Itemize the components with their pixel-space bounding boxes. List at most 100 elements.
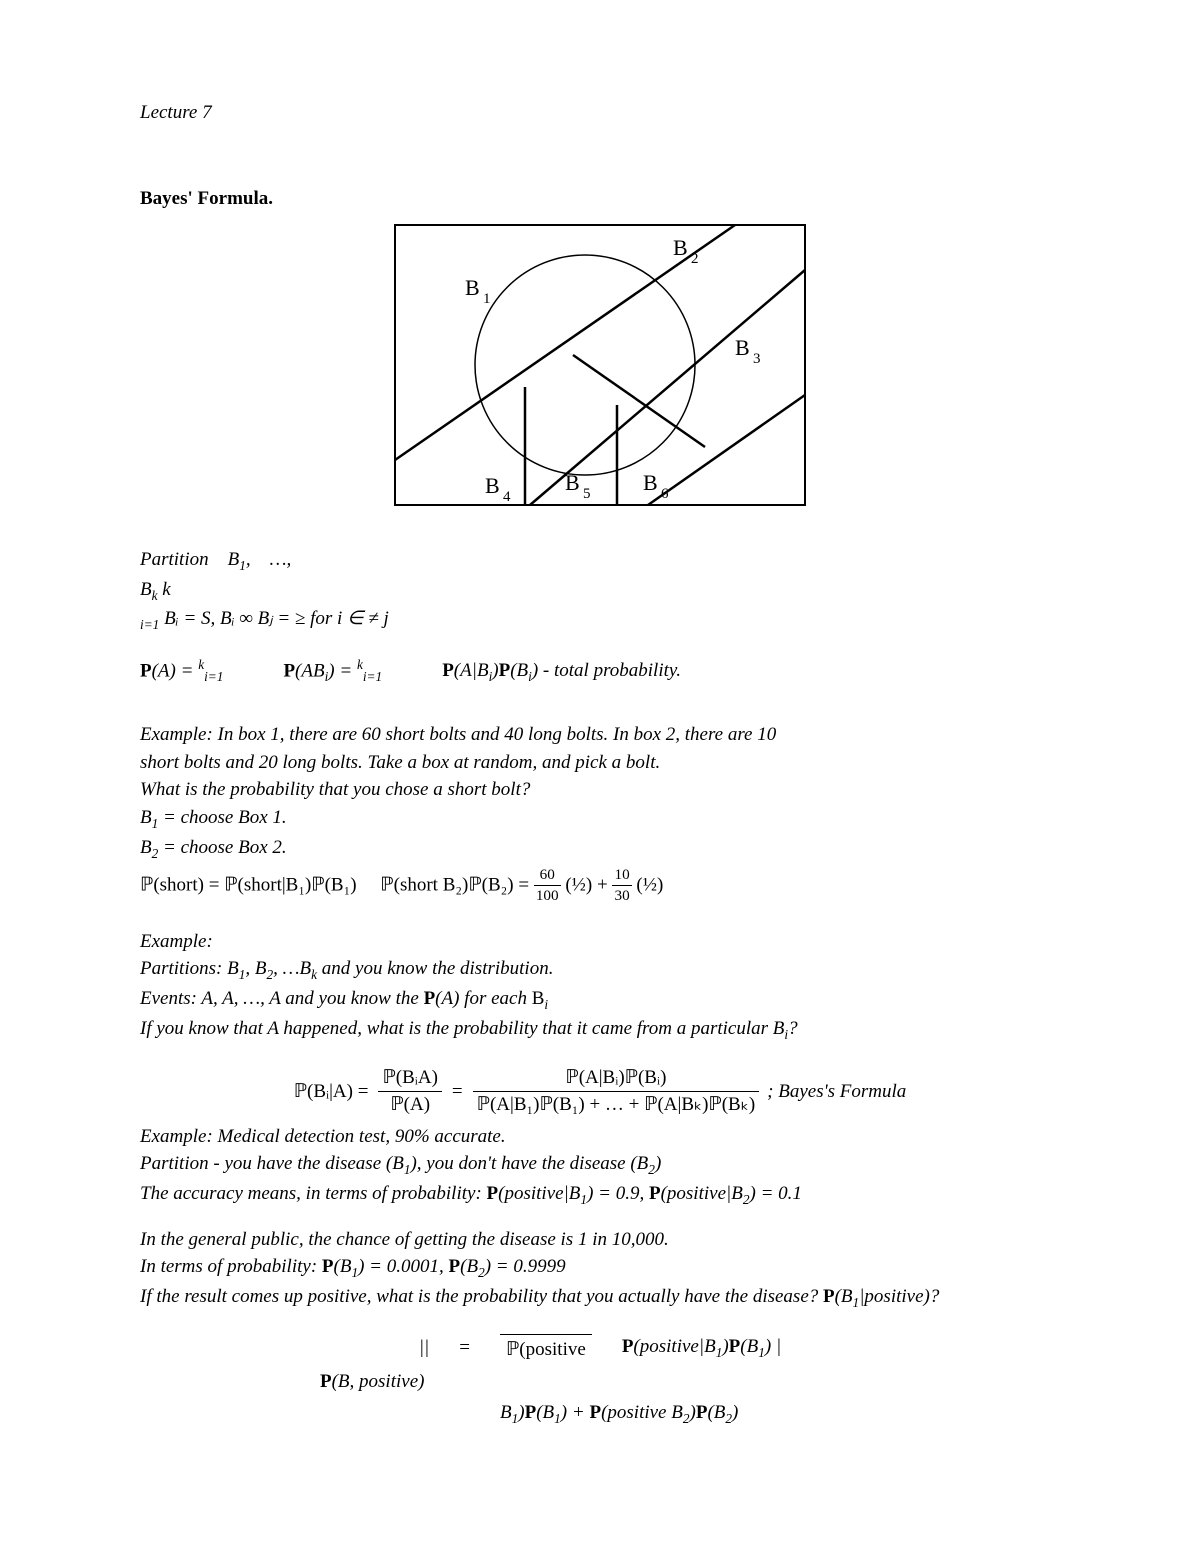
- text: (½): [565, 874, 592, 895]
- partition-diagram: B1B2B3B4B5B6: [140, 215, 1060, 523]
- text: What is the probability that you chose a…: [140, 777, 1060, 803]
- fraction: 60100: [534, 865, 561, 907]
- text: (B, positive): [332, 1371, 425, 1392]
- text: and you know the distribution.: [317, 958, 553, 979]
- p-symbol: P: [320, 1371, 332, 1392]
- text: (B: [536, 1402, 554, 1423]
- text: , B: [245, 958, 266, 979]
- denominator: ℙ(A): [378, 1092, 441, 1118]
- numerator: 60: [534, 865, 561, 887]
- partition-definition: Partition B1, …, Bk k i=1 Bᵢ = S, Bᵢ ∞ B…: [140, 547, 1060, 634]
- formula-tag: ; Bayes's Formula: [767, 1081, 906, 1102]
- text: (B: [510, 660, 528, 681]
- svg-text:B: B: [485, 473, 500, 498]
- text: (½): [636, 874, 663, 895]
- text: =: [452, 1079, 463, 1105]
- svg-text:B: B: [643, 470, 658, 495]
- p-symbol: P: [140, 660, 152, 681]
- svg-text:B: B: [735, 335, 750, 360]
- p-symbol: P: [622, 1336, 634, 1357]
- text: ||: [419, 1335, 429, 1361]
- short-prob-equation: ℙ(short) = ℙ(short|B₁)ℙ(B₁) ℙ(short B₂)ℙ…: [140, 865, 1060, 907]
- p-symbol: P: [322, 1256, 334, 1277]
- sub: i=1: [363, 669, 382, 684]
- denominator-bar: ℙ(positive: [500, 1334, 592, 1363]
- text: +: [597, 874, 612, 895]
- text: ) +: [561, 1402, 590, 1423]
- text: (B: [835, 1286, 853, 1307]
- text: |positive)?: [859, 1286, 939, 1307]
- p-symbol: P: [424, 988, 436, 1009]
- numerator: ℙ(A|Bᵢ)ℙ(Bᵢ): [473, 1065, 760, 1092]
- sub: i=1: [204, 669, 223, 684]
- term: P(A|Bi)P(Bi) - total probability.: [442, 658, 681, 686]
- text: Partitions: B: [140, 958, 239, 979]
- term: P(A) = ki=1: [140, 656, 223, 686]
- section-title: Bayes' Formula.: [140, 186, 1060, 212]
- text: (A|B: [454, 660, 489, 681]
- svg-text:B: B: [465, 275, 480, 300]
- text: (AB: [295, 660, 325, 681]
- text: , …B: [273, 958, 311, 979]
- svg-text:2: 2: [691, 251, 699, 267]
- p-symbol: P: [487, 1183, 499, 1204]
- text: If you know that A happened, what is the…: [140, 1018, 784, 1039]
- text: Partition B: [140, 549, 239, 570]
- text: (B: [460, 1256, 478, 1277]
- text: B: [532, 988, 545, 1009]
- text: ) = 0.1: [750, 1183, 802, 1204]
- term: P(ABi) = ki=1: [283, 656, 382, 686]
- p-symbol: P: [649, 1183, 661, 1204]
- example-medical: Example: Medical detection test, 90% acc…: [140, 1124, 1060, 1312]
- text: (A) =: [152, 660, 199, 681]
- lecture-label: Lecture 7: [140, 100, 1060, 126]
- denominator: ℙ(A|B₁)ℙ(B₁) + … + ℙ(A|Bₖ)ℙ(Bₖ): [473, 1092, 760, 1118]
- denominator: 100: [534, 886, 561, 907]
- p-symbol: P: [283, 660, 295, 681]
- text: In the general public, the chance of get…: [140, 1227, 1060, 1253]
- text: =: [459, 1335, 470, 1361]
- sub: i=1: [140, 617, 159, 632]
- text: = choose Box 2.: [158, 837, 286, 858]
- text: (B: [707, 1402, 725, 1423]
- text: If the result comes up positive, what is…: [140, 1286, 823, 1307]
- text: (positive B: [601, 1402, 683, 1423]
- text: Bᵢ = S, Bᵢ ∞ Bⱼ = ≥ for i ∈ ≠ j: [159, 608, 388, 629]
- p-symbol: P: [589, 1402, 601, 1423]
- text: ) =: [328, 660, 357, 681]
- text: (B: [334, 1256, 352, 1277]
- text: = choose Box 1.: [158, 807, 286, 828]
- text: (B: [740, 1336, 758, 1357]
- sub: 1: [554, 1411, 561, 1426]
- fraction: ℙ(BᵢA) ℙ(A): [378, 1065, 441, 1117]
- svg-text:B: B: [565, 470, 580, 495]
- text: In terms of probability:: [140, 1256, 322, 1277]
- sub: 1: [239, 558, 246, 573]
- svg-text:1: 1: [483, 291, 491, 307]
- text: k: [158, 579, 171, 600]
- p-symbol: P: [729, 1336, 741, 1357]
- text: ) = 0.9,: [587, 1183, 649, 1204]
- fraction: ℙ(A|Bᵢ)ℙ(Bᵢ) ℙ(A|B₁)ℙ(B₁) + … + ℙ(A|Bₖ)ℙ…: [473, 1065, 760, 1117]
- text: ), you don't have the disease (B: [410, 1153, 648, 1174]
- document-page: Lecture 7 Bayes' Formula. B1B2B3B4B5B6 P…: [0, 0, 1200, 1553]
- text: (A) for each: [435, 988, 532, 1009]
- text: ) = 0.9999: [485, 1256, 566, 1277]
- p-symbol: P: [499, 660, 511, 681]
- text: Example:: [140, 929, 1060, 955]
- fraction: 1030: [612, 865, 631, 907]
- bayes-formula: ℙ(Bᵢ|A) = ℙ(BᵢA) ℙ(A) = ℙ(A|Bᵢ)ℙ(Bᵢ) ℙ(A…: [140, 1065, 1060, 1117]
- text: ?: [788, 1018, 798, 1039]
- numerator: 10: [612, 865, 631, 887]
- svg-text:4: 4: [503, 489, 511, 505]
- denominator: 30: [612, 886, 631, 907]
- example-boxes: Example: In box 1, there are 60 short bo…: [140, 722, 1060, 906]
- sub: 1: [758, 1345, 765, 1360]
- text: B: [140, 807, 152, 828]
- text: Example: In box 1, there are 60 short bo…: [140, 722, 1060, 748]
- text: B: [500, 1402, 512, 1423]
- text: ) = 0.0001,: [358, 1256, 448, 1277]
- svg-text:3: 3: [753, 351, 761, 367]
- partition-svg: B1B2B3B4B5B6: [385, 215, 815, 515]
- text: (positive|B: [498, 1183, 580, 1204]
